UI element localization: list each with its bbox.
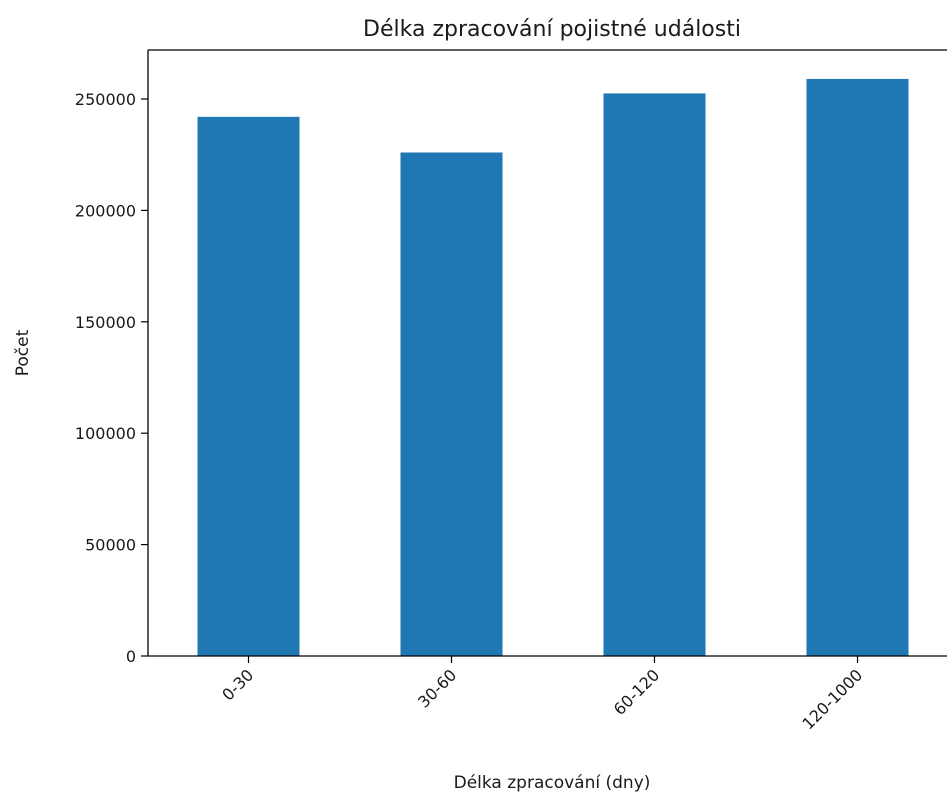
bar-30-60 [400,152,503,656]
bar-60-120 [603,93,706,657]
y-axis-label: Počet [13,329,33,376]
chart-title: Délka zpracování pojistné události [363,17,741,42]
y-tick-label: 50000 [85,536,136,555]
x-tick-label: 30-60 [414,665,460,711]
bar-120-1000 [806,78,909,656]
x-tick-label: 0-30 [218,665,257,704]
y-axis-ticks: 0 50000 100000 150000 200000 250000 [75,90,148,666]
y-tick-label: 150000 [75,313,136,332]
bars-group [197,78,909,657]
x-axis-ticks: 0-30 30-60 60-120 120-1000 [218,656,866,733]
y-tick-label: 250000 [75,90,136,109]
bar-0-30 [197,116,300,656]
x-tick-label: 60-120 [610,665,664,719]
y-tick-label: 200000 [75,201,136,220]
x-axis-label: Délka zpracování (dny) [454,773,651,793]
x-tick-label: 120-1000 [798,665,866,733]
y-tick-label: 100000 [75,424,136,443]
y-tick-label: 0 [126,647,136,666]
